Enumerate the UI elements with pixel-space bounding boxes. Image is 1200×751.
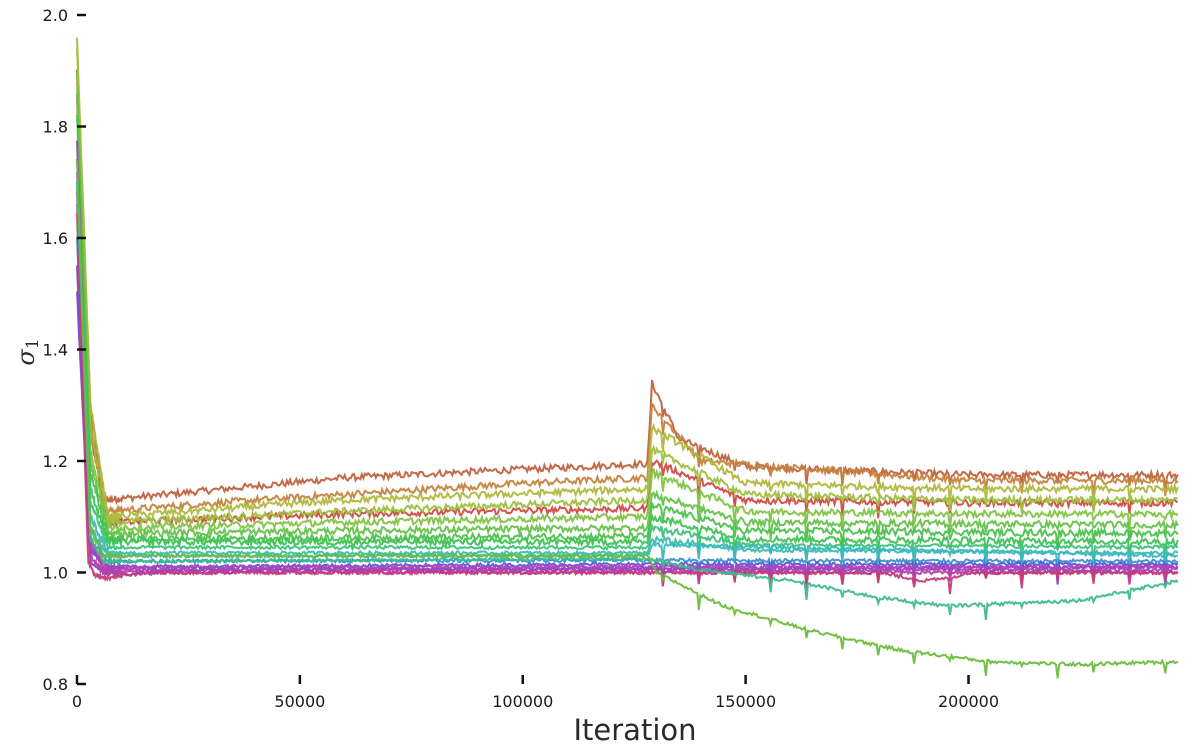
series-line-7 <box>76 92 1179 541</box>
series-line-3 <box>76 96 1178 528</box>
y-tick-label: 1.6 <box>43 229 68 248</box>
y-tick-label: 1.2 <box>43 452 68 471</box>
series-line-5 <box>76 48 1179 528</box>
series-line-9 <box>76 140 1179 557</box>
series-line-8 <box>76 114 1179 550</box>
series-line-1 <box>76 69 1179 506</box>
plot-area <box>76 37 1179 679</box>
y-axis-title-subscript: 1 <box>23 338 43 349</box>
y-tick-label: 1.0 <box>43 564 68 583</box>
y-tick-label: 2.0 <box>43 6 68 25</box>
x-tick-label: 0 <box>72 692 82 711</box>
series-line-2 <box>76 81 1179 516</box>
x-tick-label: 50000 <box>274 692 325 711</box>
y-axis: 0.8 1.0 1.2 1.4 1.6 1.8 2.0 <box>43 6 86 694</box>
y-tick-label: 1.4 <box>43 341 68 360</box>
series-line-11 <box>76 180 1179 571</box>
series-line-4 <box>76 37 1179 521</box>
series-line-10 <box>76 158 1179 562</box>
series-line-20 <box>76 181 1179 621</box>
y-tick-label: 0.8 <box>43 675 68 694</box>
x-tick-label: 150000 <box>715 692 776 711</box>
series-line-19 <box>76 213 1179 595</box>
x-axis: 0 50000 100000 150000 200000 <box>72 675 999 711</box>
y-tick-label: 1.8 <box>43 118 68 137</box>
x-tick-label: 200000 <box>938 692 999 711</box>
y-axis-title: σ1 <box>12 338 43 365</box>
y-axis-title-symbol: σ <box>12 349 40 366</box>
series-line-18 <box>76 191 1179 589</box>
series-line-21 <box>76 160 1179 679</box>
x-axis-title: Iteration <box>573 713 696 747</box>
x-tick-label: 100000 <box>492 692 553 711</box>
series-line-6 <box>76 71 1179 533</box>
series-line-17 <box>76 140 1179 583</box>
